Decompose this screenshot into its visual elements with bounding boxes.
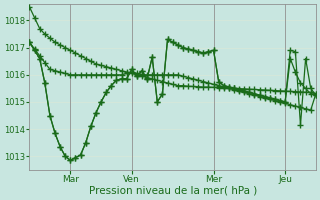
X-axis label: Pression niveau de la mer( hPa ): Pression niveau de la mer( hPa ) [89, 186, 257, 196]
